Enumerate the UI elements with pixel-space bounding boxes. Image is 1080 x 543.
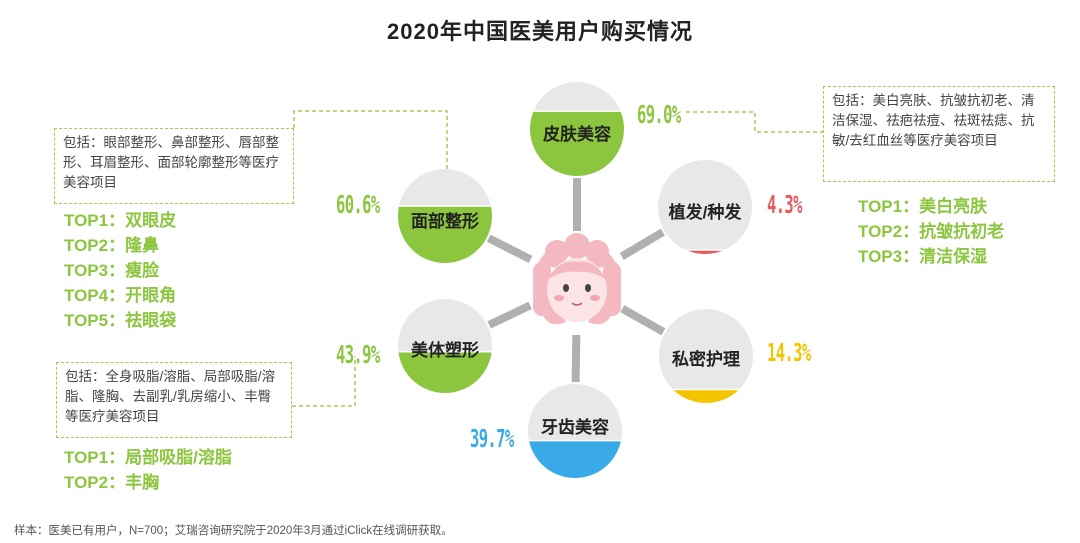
connector-teeth	[571, 334, 581, 383]
chart-title: 2020年中国医美用户购买情况	[387, 19, 693, 44]
top-item: TOP3：瘦脸	[64, 261, 160, 280]
bubble-private	[659, 309, 753, 403]
bubble-hair	[658, 160, 752, 254]
bubble-label-private: 私密护理	[672, 350, 740, 369]
top-item: TOP3：清洁保湿	[858, 247, 988, 266]
top-item: TOP4：开眼角	[64, 286, 177, 305]
value-label-skin: 69.0%	[637, 100, 681, 129]
bubble-fill-private	[659, 389, 753, 403]
note-face: 包括：眼部整形、鼻部整形、唇部整形、耳眉整形、面部轮廓整形等医疗美容项目	[54, 128, 294, 204]
top-list-skin: TOP1：美白亮肤 TOP2：抗皱抗初老 TOP3：清洁保湿	[858, 194, 1004, 269]
bubble-label-body: 美体塑形	[411, 341, 479, 360]
connector-hair	[619, 228, 665, 260]
footer-note: 样本：医美已有用户，N=700；艾瑞咨询研究院于2020年3月通过iClick在…	[14, 525, 453, 537]
leader-line-skin	[686, 111, 823, 133]
girl-face-icon	[533, 233, 621, 325]
top-item: TOP1：美白亮肤	[858, 197, 988, 216]
connector-body	[487, 301, 532, 329]
bubble-label-teeth: 牙齿美容	[541, 418, 609, 437]
value-label-hair: 4.3%	[767, 190, 802, 219]
leader-line-face	[293, 110, 448, 170]
top-item: TOP2：丰胸	[64, 473, 160, 492]
value-label-private: 14.3%	[767, 338, 811, 367]
top-item: TOP1：局部吸脂/溶脂	[64, 448, 232, 467]
bubble-fill-teeth	[528, 440, 622, 478]
top-list-body: TOP1：局部吸脂/溶脂 TOP2：丰胸	[64, 445, 232, 495]
connector-private	[620, 305, 666, 336]
top-item: TOP5：祛眼袋	[64, 311, 177, 330]
value-label-body: 43.9%	[336, 340, 380, 369]
value-label-teeth: 39.7%	[470, 424, 514, 453]
note-body: 包括：全身吸脂/溶脂、局部吸脂/溶脂、隆胸、去副乳/乳房缩小、丰臀等医疗美容项目	[56, 362, 292, 438]
bubble-label-skin: 皮肤美容	[543, 125, 611, 144]
top-item: TOP1：双眼皮	[64, 211, 177, 230]
top-list-face: TOP1：双眼皮 TOP2：隆鼻 TOP3：瘦脸 TOP4：开眼角 TOP5：祛…	[64, 208, 176, 333]
value-label-face: 60.6%	[336, 190, 380, 219]
note-skin: 包括：美白亮肤、抗皱抗初老、清洁保湿、祛疤祛痘、祛斑祛痣、抗敏/去红血丝等医疗美…	[823, 86, 1055, 182]
top-item: TOP2：隆鼻	[64, 236, 160, 255]
connector-face	[486, 234, 533, 264]
leader-line-body	[292, 356, 356, 407]
top-item: TOP2：抗皱抗初老	[858, 222, 1005, 241]
bubble-label-face: 面部整形	[411, 212, 479, 231]
bubble-fill-hair	[658, 249, 752, 254]
bubble-label-hair: 植发/种发	[668, 203, 742, 222]
